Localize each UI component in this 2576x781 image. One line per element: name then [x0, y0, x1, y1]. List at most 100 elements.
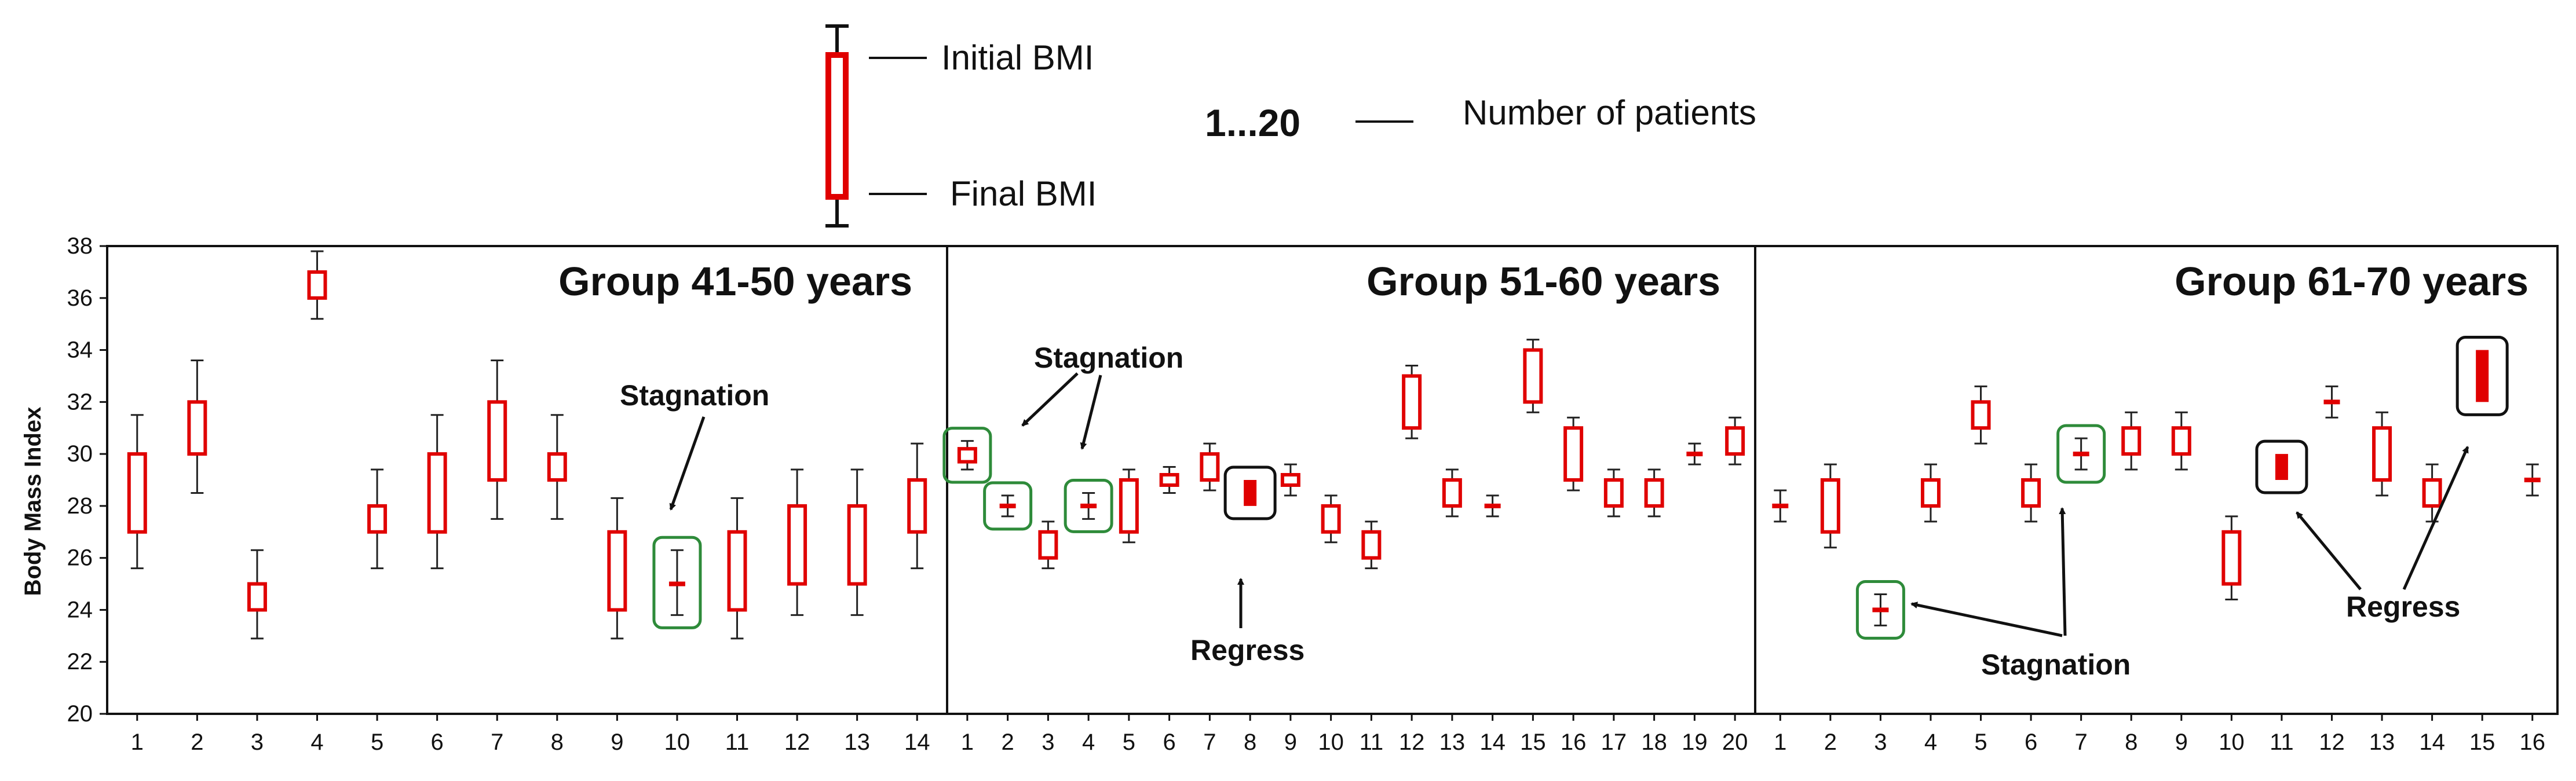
x-tick-label: 5 [1123, 729, 1135, 755]
stagnation-frame [983, 481, 1033, 531]
y-axis-label: Body Mass Index [20, 407, 46, 596]
bmi-box [1361, 530, 1382, 560]
bmi-box [727, 530, 747, 612]
patient-box [1725, 416, 1745, 465]
patient-box [1442, 468, 1462, 518]
bmi-box [2171, 426, 2191, 456]
ann-g2-stagnation: Stagnation [1034, 342, 1183, 374]
group-frame [1754, 245, 2559, 715]
group-panel-3: 1 2 3 4 5 6 7 8 9 10 11 12 13 14 15 16 [1754, 245, 2559, 755]
x-tick-label: 1 [961, 729, 974, 755]
annotation-arrows [669, 372, 2469, 637]
arrow-g3-stagnation-a [1910, 602, 2063, 637]
bmi-box [2021, 478, 2041, 508]
bmi-box [1971, 400, 1991, 430]
regress-frame [2255, 439, 2308, 494]
y-tick-label: 34 [67, 338, 93, 363]
bmi-box-flat [1484, 503, 1501, 508]
bmi-box [2422, 478, 2442, 508]
patient-box [2524, 463, 2541, 497]
x-tick-label: 9 [2175, 729, 2188, 755]
bmi-box [1644, 478, 1664, 508]
y-tick-label: 20 [67, 701, 93, 727]
x-tick-label: 7 [1203, 729, 1216, 755]
y-tick-label: 30 [67, 441, 93, 467]
patient-box [127, 414, 147, 570]
x-tick-label: 7 [2075, 729, 2088, 755]
bmi-box-flat [1872, 607, 1889, 613]
group-title-1: Group 41-50 years [558, 259, 912, 304]
x-tick-label: 1 [131, 729, 144, 755]
patient-box [1119, 468, 1139, 544]
bmi-box [187, 400, 207, 456]
arrow-g1-stagnation [669, 416, 706, 511]
bmi-box [1563, 426, 1584, 482]
bmi-box [1038, 530, 1058, 560]
x-tick-label: 8 [1244, 729, 1256, 755]
x-tick-label: 15 [1520, 729, 1546, 755]
patient-box [547, 414, 567, 520]
group-title-2: Group 51-60 years [1366, 259, 1720, 304]
patient-box [2073, 437, 2089, 471]
arrow-g2-stagnation-b [1080, 375, 1102, 450]
patient-box [787, 468, 807, 616]
bmi-box [607, 530, 627, 612]
x-tick-label: 11 [725, 729, 750, 755]
bmi-box [2372, 426, 2392, 482]
bmi-box [1119, 478, 1139, 534]
x-tick-label: 4 [1082, 729, 1095, 755]
patient-box [1603, 468, 1624, 518]
bmi-box [2121, 426, 2142, 456]
x-tick-label: 18 [1641, 729, 1667, 755]
group-panel-2: 1 2 3 4 5 6 7 8 9 10 11 12 13 14 15 16 17 18 19 20 [942, 245, 1756, 755]
bmi-box [487, 400, 507, 482]
x-tick-label: 8 [2125, 729, 2137, 755]
patient-box [1920, 463, 1941, 523]
x-tick-label: 3 [1042, 729, 1054, 755]
x-tick-label: 4 [310, 729, 323, 755]
bmi-box [247, 582, 267, 612]
ann-g3-stagnation: Stagnation [1981, 648, 2131, 681]
stagnation-frame [652, 536, 702, 629]
bmi-box-flat [1772, 503, 1789, 508]
groups-layer: 1 2 3 4 5 6 7 8 9 10 11 12 13 14 1 2 3 4 5 6 7 8 9 10 11 12 13 14 15… [106, 245, 2559, 755]
x-tick-label: 10 [2219, 729, 2245, 755]
patient-box [668, 549, 685, 616]
x-tick-label: 6 [1163, 729, 1176, 755]
stagnation-frame [1855, 580, 1905, 640]
bmi-box-flat [1080, 503, 1097, 508]
x-tick-label: 4 [1924, 729, 1937, 755]
y-tick-label: 22 [67, 649, 93, 674]
patient-box [427, 414, 447, 570]
patient-box [2021, 463, 2041, 523]
x-tick-label: 5 [371, 729, 383, 755]
bmi-box [1200, 452, 1220, 482]
x-tick-label: 20 [1722, 729, 1748, 755]
stagnation-frame [1064, 478, 1113, 533]
bmi-box [1442, 478, 1462, 508]
legend: Initial BMI Final BMI 1...20 Number of p… [825, 24, 1756, 228]
x-tick-label: 13 [2369, 729, 2395, 755]
y-tick-label: 24 [67, 597, 93, 622]
bmi-box [1603, 478, 1624, 508]
x-tick-label: 7 [491, 729, 503, 755]
patient-box [1772, 489, 1789, 523]
bmi-box-flat [999, 503, 1016, 508]
patient-box [1080, 492, 1097, 520]
x-tick-label: 14 [1479, 729, 1506, 755]
patient-box [2422, 463, 2442, 523]
bmi-box [1523, 348, 1543, 404]
bmi-box [2221, 530, 2242, 586]
x-tick-label: 2 [1002, 729, 1014, 755]
bmi-box [307, 270, 327, 300]
arrow-g3-stagnation-b [2059, 507, 2067, 636]
bmi-box-flat [668, 581, 685, 586]
bmi-box-flat [2323, 399, 2340, 405]
bmi-box [1321, 504, 1341, 534]
bmi-box-filled [1244, 480, 1257, 506]
patient-box [2275, 454, 2288, 480]
x-tick-label: 16 [1561, 729, 1587, 755]
bmi-box [1280, 473, 1300, 487]
legend-box [825, 52, 849, 200]
x-tick-label: 14 [2419, 729, 2445, 755]
